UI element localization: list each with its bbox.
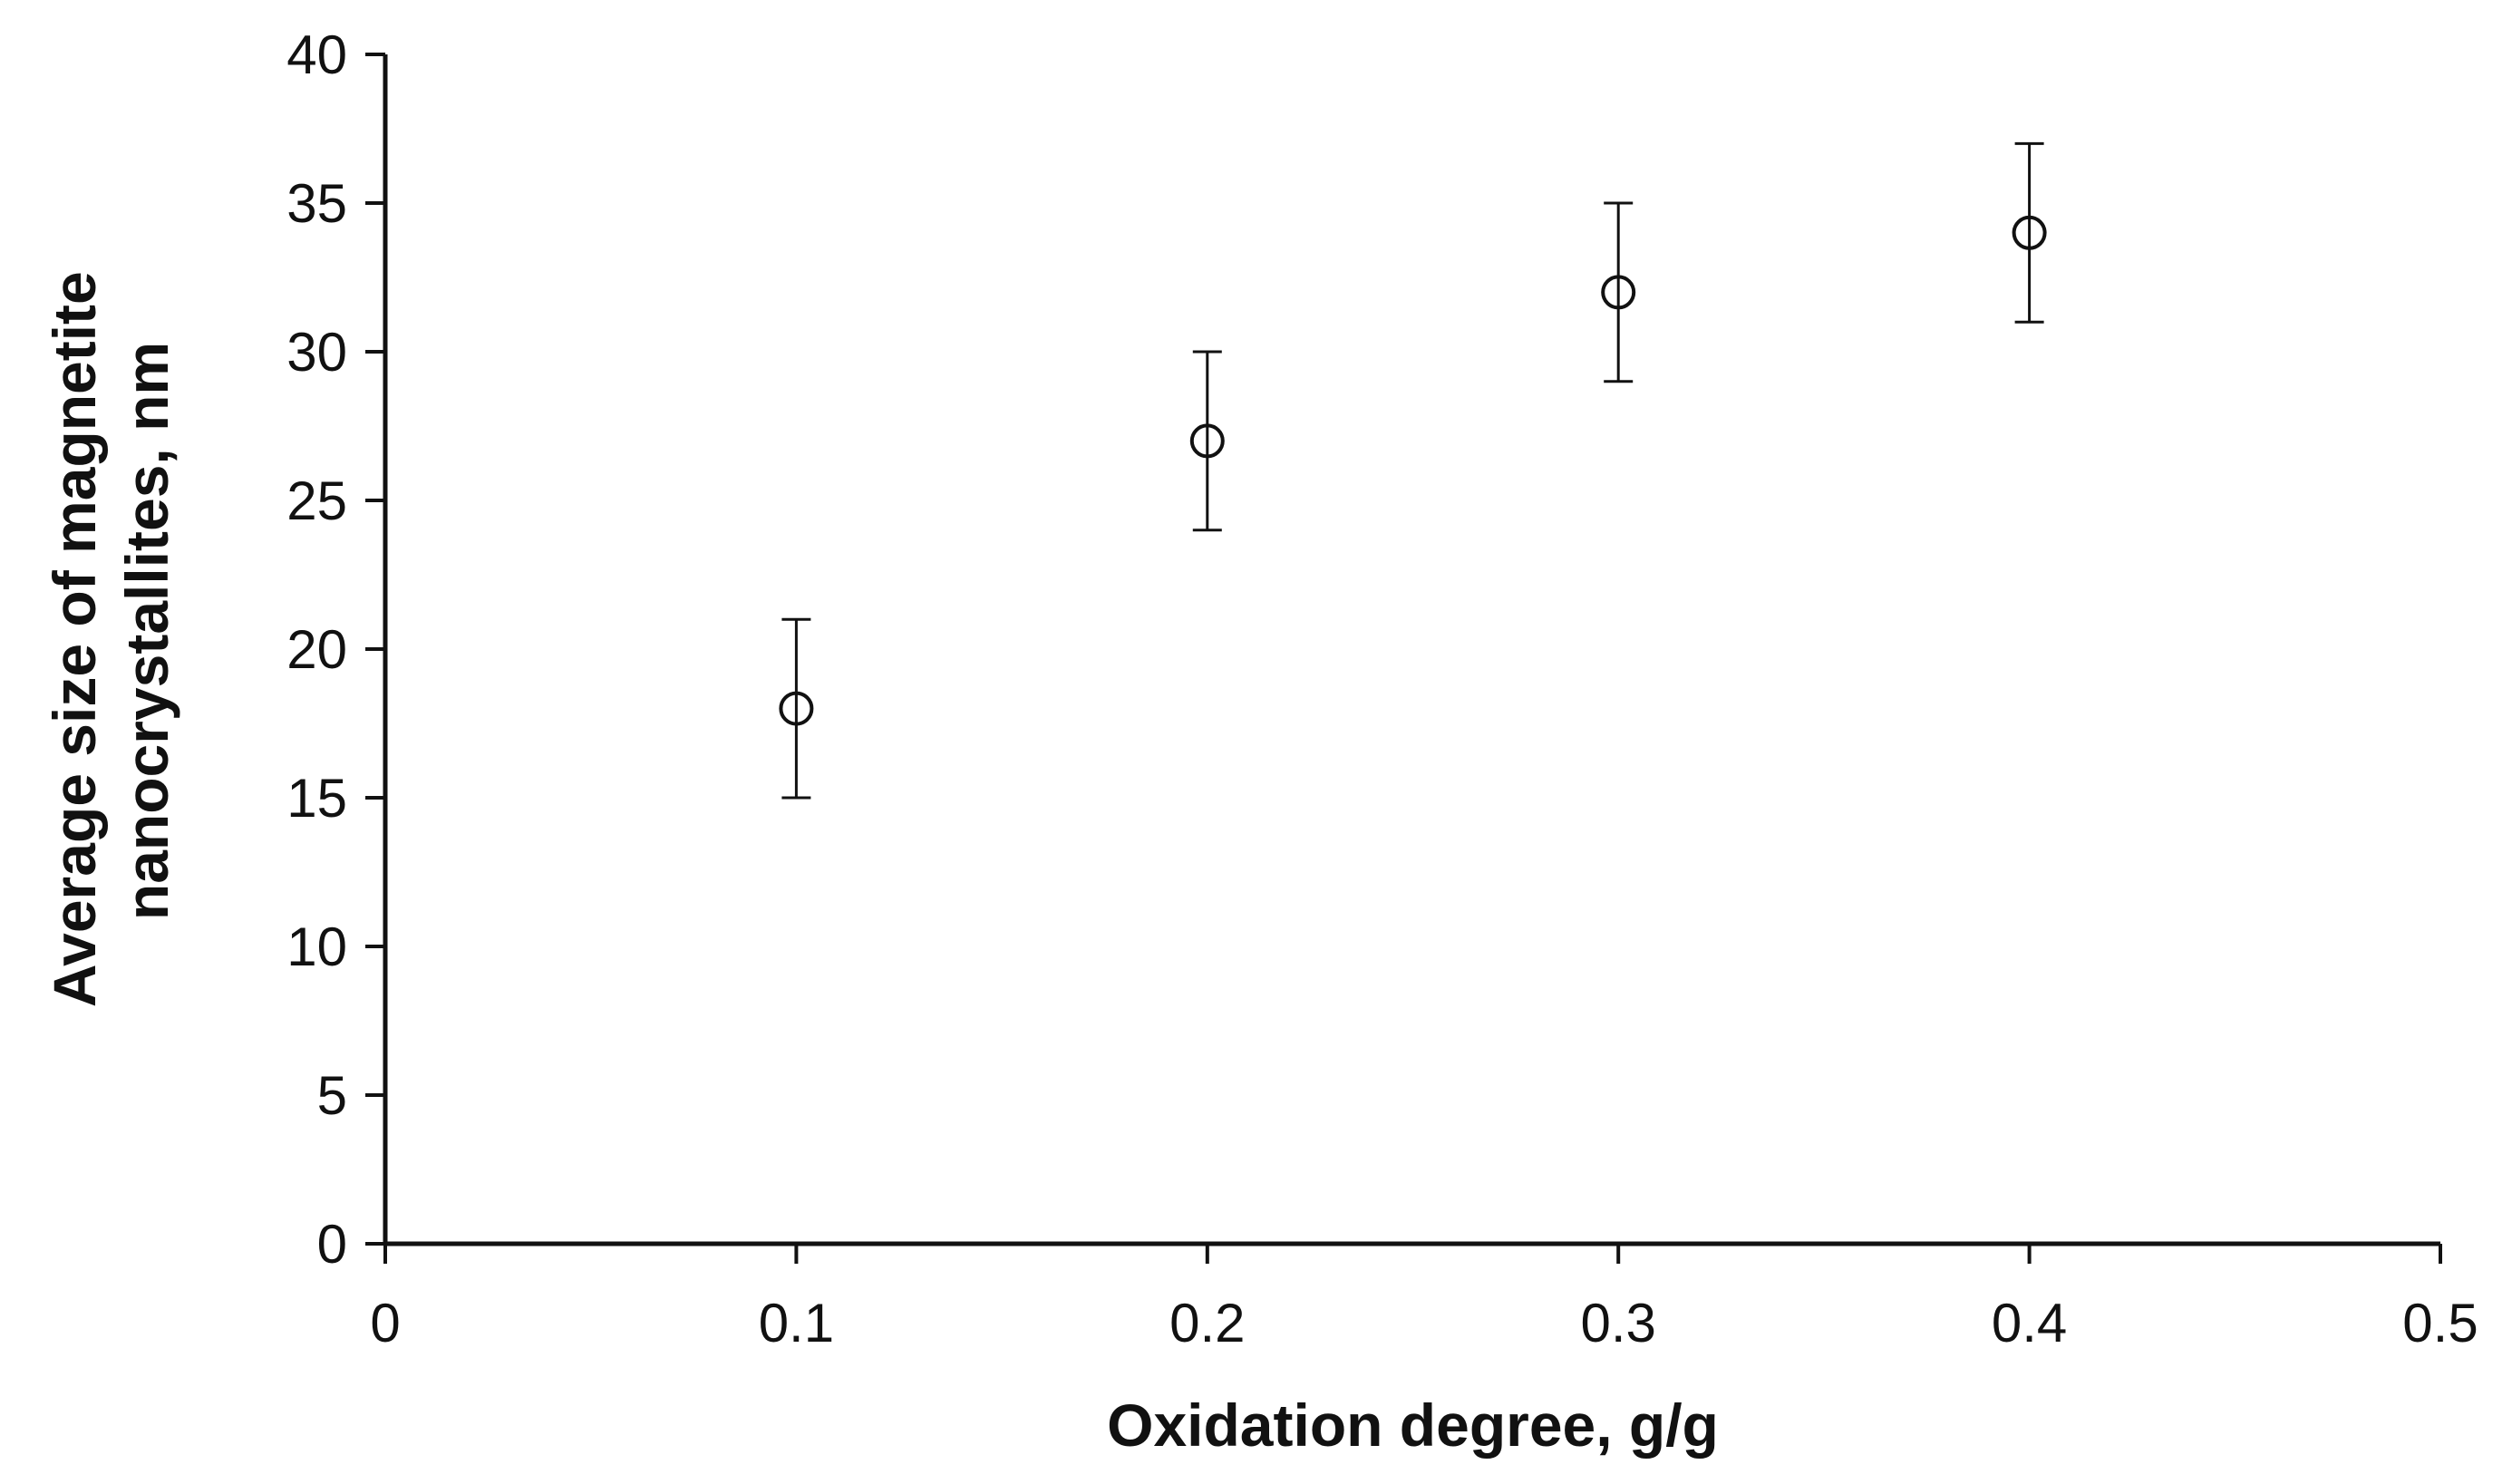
x-axis-title: Oxidation degree, g/g xyxy=(1107,1392,1719,1459)
y-axis-title-line-1: Average size of magnetite xyxy=(41,271,108,1007)
x-tick-label: 0.3 xyxy=(1580,1293,1655,1353)
data-point xyxy=(2012,141,2047,324)
y-tick-label: 20 xyxy=(286,619,347,680)
y-tick-label: 25 xyxy=(286,470,347,531)
x-tick-label: 0.2 xyxy=(1169,1293,1245,1353)
y-tick-label: 35 xyxy=(286,173,347,234)
y-tick-label: 5 xyxy=(317,1065,347,1126)
y-tick-label: 15 xyxy=(286,768,347,829)
x-tick-label: 0.5 xyxy=(2402,1293,2478,1353)
y-tick-label: 30 xyxy=(286,322,347,383)
x-tick-label: 0.1 xyxy=(759,1293,834,1353)
data-point xyxy=(1601,201,1636,383)
x-tick-label: 0 xyxy=(370,1293,400,1353)
y-axis-title-line-2: nanocrystallites, nm xyxy=(113,342,180,920)
y-tick-label: 0 xyxy=(317,1214,347,1275)
point-marker xyxy=(1601,275,1636,310)
data-points xyxy=(779,141,2047,800)
data-point xyxy=(1189,350,1225,532)
y-tick-label: 40 xyxy=(286,24,347,85)
y-axis-title: Average size of magnetite nanocrystallit… xyxy=(41,255,180,1007)
x-tick-label: 0.4 xyxy=(1992,1293,2067,1353)
y-tick-label: 10 xyxy=(286,917,347,977)
x-axis-ticks: 0 0.1 0.2 0.3 0.4 0.5 xyxy=(370,1244,2478,1353)
point-marker xyxy=(2012,215,2047,250)
point-marker xyxy=(1189,423,1225,459)
data-point xyxy=(779,617,814,800)
y-axis-ticks: 0 5 10 15 20 25 30 35 40 xyxy=(286,24,385,1275)
point-marker xyxy=(779,691,814,726)
